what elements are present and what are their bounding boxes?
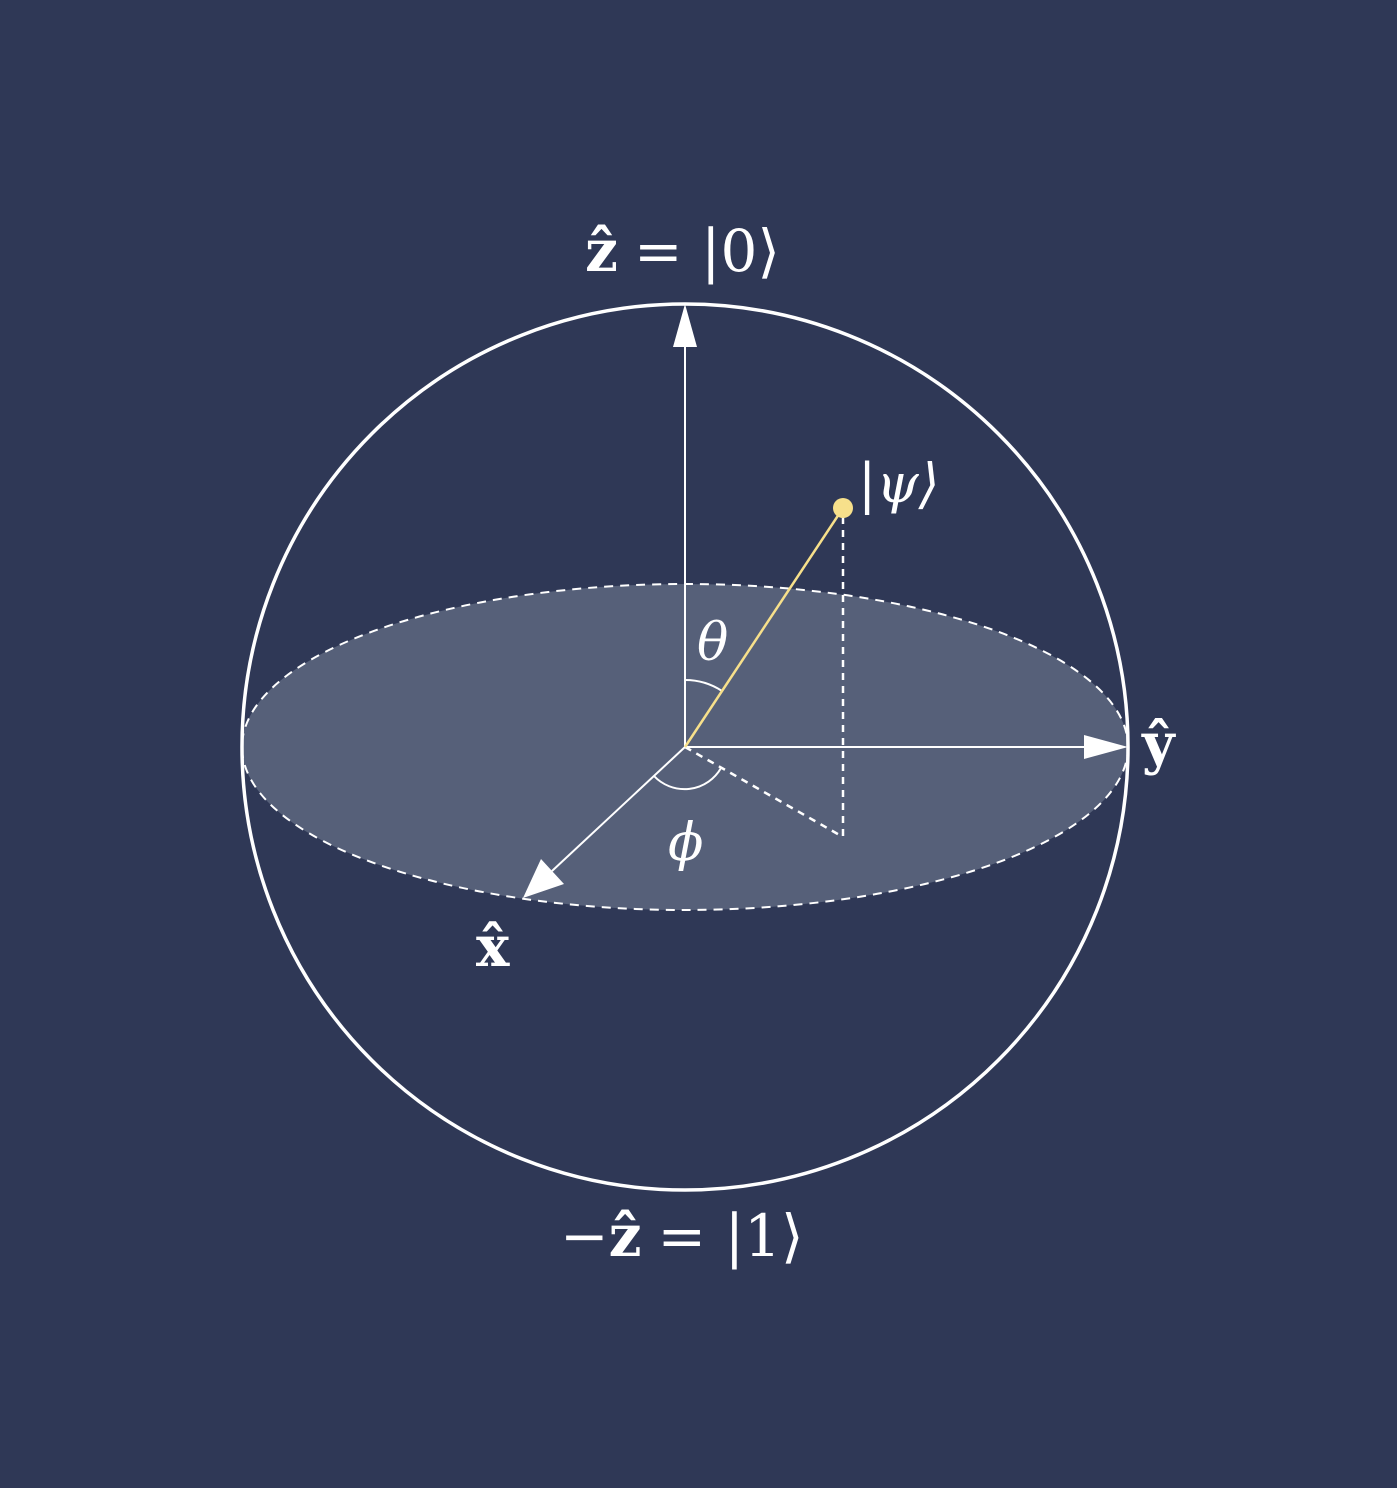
z-hat-symbol: ẑ	[585, 217, 618, 285]
psi-label: |ψ⟩	[858, 452, 940, 515]
z-axis-arrowhead	[673, 304, 697, 347]
z-bottom-label: −ẑ = |1⟩	[560, 1202, 804, 1270]
z-top-equation: = |0⟩	[634, 217, 780, 285]
state-point	[833, 498, 853, 518]
x-hat-label: x̂	[476, 914, 510, 980]
theta-label: θ	[697, 613, 728, 673]
z-bottom-hat-symbol: ẑ	[609, 1202, 642, 1270]
y-hat-label: ŷ	[1141, 711, 1176, 777]
phi-label: ϕ	[668, 813, 703, 873]
minus-sign: −	[560, 1202, 609, 1270]
z-top-label: ẑ = |0⟩	[585, 217, 780, 285]
z-bottom-equation: = |1⟩	[658, 1202, 804, 1270]
